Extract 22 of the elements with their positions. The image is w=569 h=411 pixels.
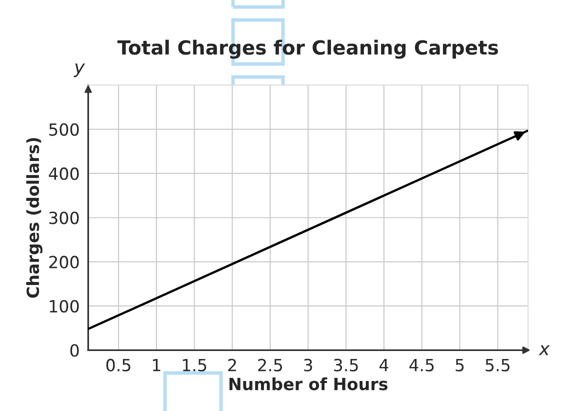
- y-tick-label: 200: [49, 256, 79, 268]
- x-tick-label: 2: [228, 358, 236, 372]
- text: x: [538, 345, 550, 356]
- x-tick-label: 1.5: [182, 359, 206, 372]
- y-tick-label: 0: [70, 344, 79, 357]
- x-tick-label: 5: [456, 359, 464, 372]
- y-tick-label: 500: [49, 123, 79, 136]
- y-tick-label: 300: [49, 212, 79, 224]
- x-tick-label: 4.5: [409, 359, 434, 372]
- x-tick-label: 3.5: [334, 358, 358, 372]
- x-tick-label: 3: [304, 358, 312, 372]
- x-axis-title: Number of Hours: [229, 377, 388, 390]
- x-tick-label: 4: [379, 359, 388, 372]
- chart-title: Total Charges for Cleaning Carpets: [117, 40, 498, 59]
- y-axis-title: Charges (dollars): [26, 138, 42, 298]
- x-tick-label: 1: [152, 359, 160, 372]
- x-tick-label: 5.5: [486, 359, 510, 372]
- x-tick-label: 0.5: [106, 358, 130, 372]
- y-tick-label: 400: [48, 167, 79, 180]
- y-tick-label: 100: [50, 300, 79, 313]
- x-tick-label: 2.5: [258, 358, 282, 372]
- text: y: [74, 63, 85, 78]
